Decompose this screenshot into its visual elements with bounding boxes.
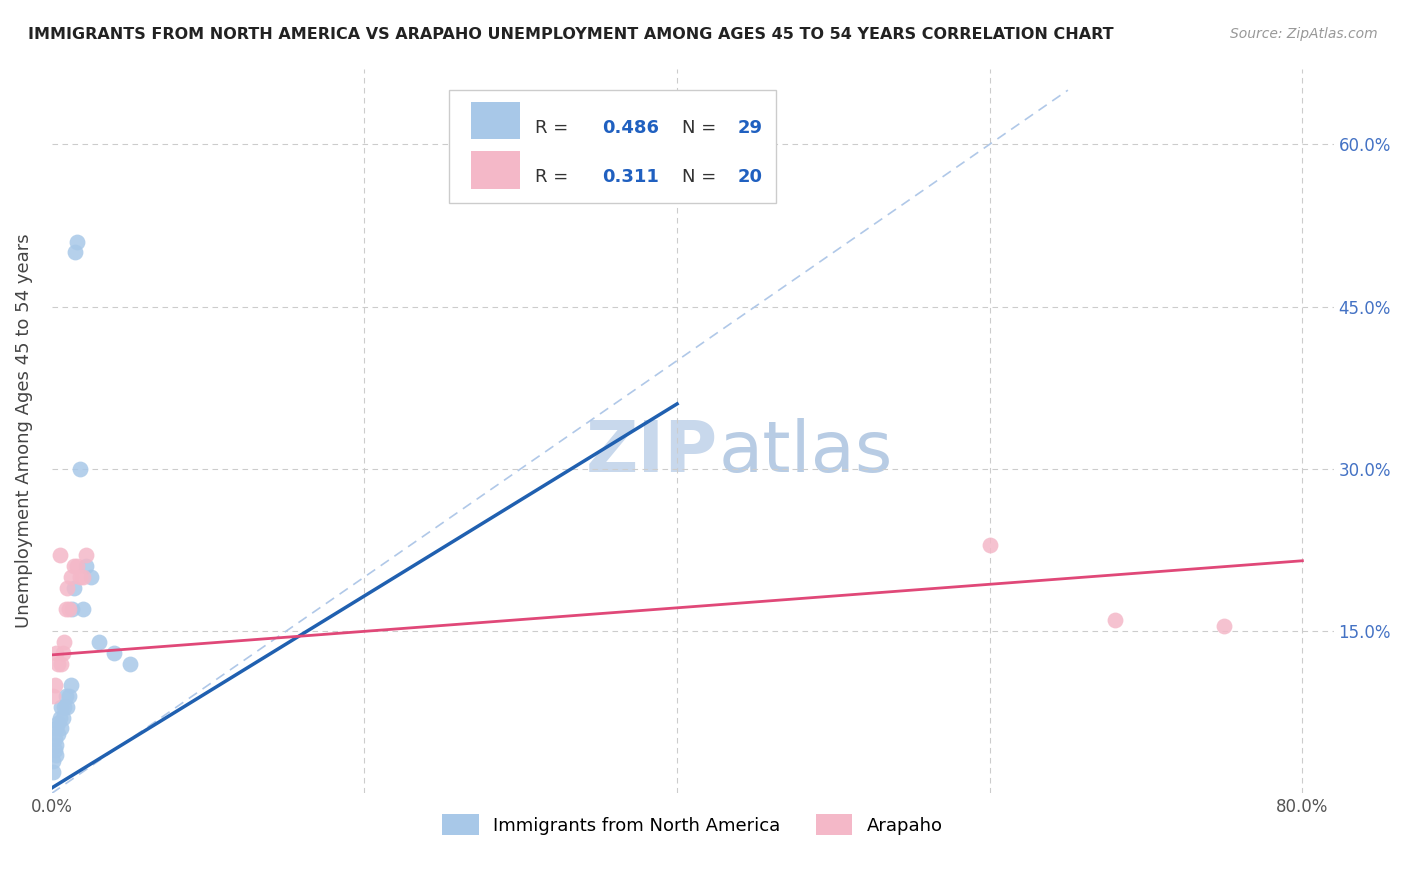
Point <box>42 764 65 779</box>
Point <box>103 646 125 660</box>
Bar <box>471 102 520 139</box>
Point <box>48 711 70 725</box>
Point <box>52 711 75 725</box>
Y-axis label: Unemployment Among Ages 45 to 54 years: Unemployment Among Ages 45 to 54 years <box>15 234 32 628</box>
Point <box>75 559 97 574</box>
Point <box>55 689 77 703</box>
Point <box>49 699 72 714</box>
Point <box>1104 613 1126 627</box>
FancyBboxPatch shape <box>449 90 776 202</box>
Point <box>52 646 75 660</box>
Text: N =: N = <box>682 119 717 137</box>
Point <box>42 754 65 768</box>
Point <box>46 657 69 671</box>
Point <box>44 743 66 757</box>
Point <box>48 549 70 563</box>
Point <box>69 570 91 584</box>
Text: atlas: atlas <box>718 418 893 487</box>
Point <box>59 570 82 584</box>
Point <box>75 549 97 563</box>
Point <box>56 699 79 714</box>
Point <box>66 235 89 249</box>
Point <box>53 699 76 714</box>
Point <box>62 559 84 574</box>
Legend: Immigrants from North America, Arapaho: Immigrants from North America, Arapaho <box>443 814 943 835</box>
Point <box>72 602 94 616</box>
Point <box>55 602 77 616</box>
Text: 0.486: 0.486 <box>602 119 658 137</box>
Point <box>56 581 79 595</box>
Point <box>58 689 80 703</box>
Point <box>45 748 67 763</box>
Point <box>60 602 83 616</box>
Point <box>45 722 67 736</box>
Point <box>49 657 72 671</box>
Text: IMMIGRANTS FROM NORTH AMERICA VS ARAPAHO UNEMPLOYMENT AMONG AGES 45 TO 54 YEARS : IMMIGRANTS FROM NORTH AMERICA VS ARAPAHO… <box>28 27 1114 42</box>
Point <box>80 570 103 584</box>
Point <box>69 462 91 476</box>
Point <box>45 646 67 660</box>
Text: 20: 20 <box>738 169 762 186</box>
Point <box>87 635 110 649</box>
Point <box>58 602 80 616</box>
Point <box>44 678 66 692</box>
Point <box>46 727 69 741</box>
Text: R =: R = <box>536 169 579 186</box>
Point <box>46 716 69 731</box>
Text: N =: N = <box>682 169 717 186</box>
Point <box>45 738 67 752</box>
Bar <box>471 151 520 188</box>
Text: 29: 29 <box>738 119 762 137</box>
Point <box>59 678 82 692</box>
Point <box>63 245 86 260</box>
Text: 0.311: 0.311 <box>602 169 658 186</box>
Text: Source: ZipAtlas.com: Source: ZipAtlas.com <box>1230 27 1378 41</box>
Point <box>979 537 1001 551</box>
Point <box>62 581 84 595</box>
Point <box>42 689 65 703</box>
Point <box>66 559 89 574</box>
Text: R =: R = <box>536 119 574 137</box>
Point <box>49 722 72 736</box>
Point <box>118 657 141 671</box>
Point <box>53 635 76 649</box>
Point <box>72 570 94 584</box>
Text: ZIP: ZIP <box>586 418 718 487</box>
Point <box>44 732 66 747</box>
Point <box>1213 618 1236 632</box>
